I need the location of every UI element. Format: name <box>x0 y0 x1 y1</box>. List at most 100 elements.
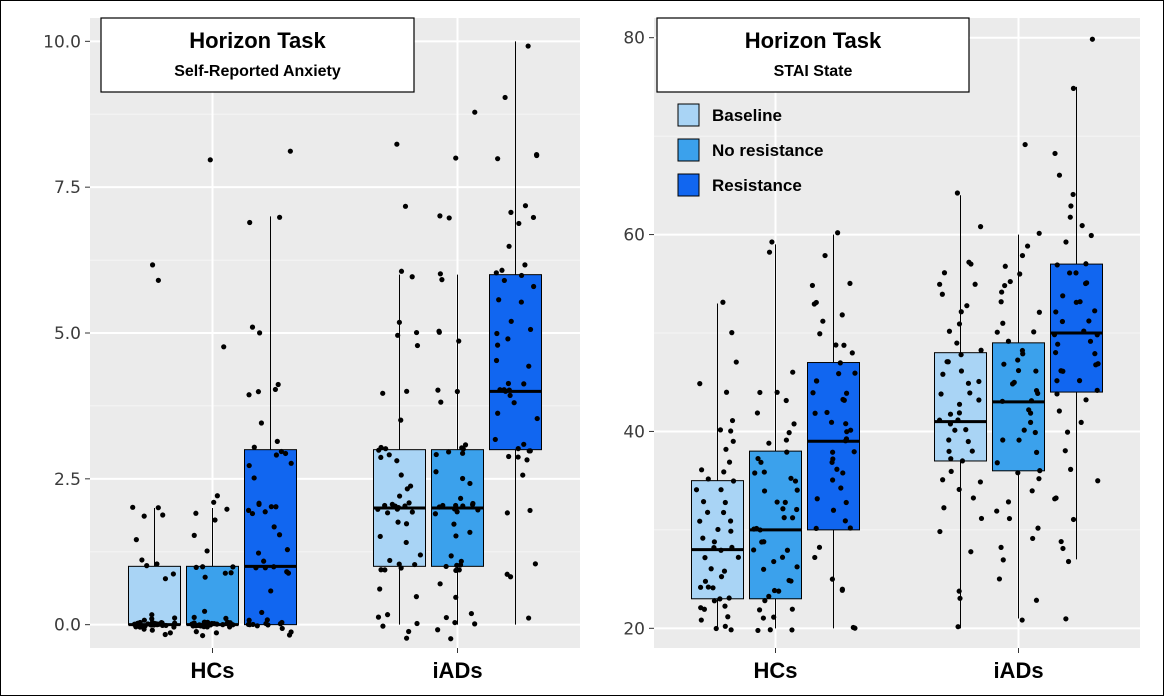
data-point <box>702 578 709 584</box>
data-point <box>1002 282 1008 289</box>
data-point <box>457 495 464 502</box>
data-point <box>154 561 160 567</box>
data-point <box>1062 448 1068 454</box>
data-point <box>1086 318 1092 324</box>
data-point <box>998 299 1004 305</box>
data-point <box>693 487 700 493</box>
data-point <box>520 472 526 478</box>
data-point <box>398 472 404 478</box>
data-point <box>718 574 725 580</box>
data-point <box>456 338 462 344</box>
data-point <box>783 397 789 404</box>
data-point <box>228 570 234 576</box>
box-iqr <box>244 449 297 626</box>
data-point <box>1007 278 1013 285</box>
data-point <box>284 569 290 575</box>
data-point <box>1029 488 1035 494</box>
data-point <box>735 554 741 560</box>
data-point <box>437 271 443 277</box>
box-resistance-iads <box>1050 36 1103 622</box>
data-point <box>526 363 532 369</box>
data-point <box>144 563 150 569</box>
data-point <box>944 359 950 365</box>
data-point <box>847 280 853 287</box>
data-point <box>729 544 735 551</box>
data-point <box>956 486 962 493</box>
data-point <box>939 291 945 297</box>
data-point <box>141 513 147 519</box>
data-point <box>515 454 521 460</box>
data-point <box>959 458 966 464</box>
data-point <box>766 593 772 599</box>
data-point <box>524 457 530 463</box>
data-point <box>278 448 284 455</box>
data-point <box>976 397 982 403</box>
data-point <box>1060 545 1066 552</box>
data-point <box>223 615 229 621</box>
data-point <box>497 387 503 393</box>
data-point <box>708 566 714 572</box>
data-point <box>958 368 965 374</box>
data-point <box>937 528 943 535</box>
data-point <box>394 141 400 147</box>
data-point <box>830 507 837 513</box>
data-point <box>1032 429 1038 436</box>
data-point <box>843 390 850 396</box>
data-point <box>1033 449 1040 455</box>
legend-label: No resistance <box>712 141 824 160</box>
data-point <box>728 428 734 434</box>
data-point <box>149 612 155 618</box>
data-point <box>230 564 236 570</box>
data-point <box>776 588 782 594</box>
data-point <box>264 617 270 623</box>
data-point <box>1000 437 1006 443</box>
data-point <box>842 438 849 444</box>
data-point <box>957 595 963 601</box>
data-point <box>761 539 767 545</box>
data-point <box>502 388 509 394</box>
box-iqr <box>186 565 239 626</box>
x-category-label: iADs <box>432 658 482 683</box>
data-point <box>952 427 958 433</box>
data-point <box>225 619 231 625</box>
data-point <box>155 505 161 511</box>
data-point <box>394 458 400 464</box>
data-point <box>515 446 521 452</box>
data-point <box>789 606 795 612</box>
data-point <box>193 564 199 570</box>
data-point <box>272 386 279 393</box>
data-point <box>271 564 277 570</box>
box-no-resistance-hcs <box>186 157 239 639</box>
data-point <box>438 399 444 405</box>
data-point <box>1070 516 1077 523</box>
data-point <box>1070 85 1077 91</box>
data-point <box>453 594 459 600</box>
data-point <box>409 274 415 280</box>
data-point <box>813 525 819 532</box>
data-point <box>404 388 410 394</box>
data-point <box>710 585 716 591</box>
data-point <box>504 571 510 577</box>
data-point <box>729 330 735 336</box>
data-point <box>1094 387 1100 393</box>
data-point <box>809 282 816 289</box>
data-point <box>752 470 758 476</box>
data-point <box>711 598 718 604</box>
data-point <box>251 475 257 481</box>
data-point <box>377 586 383 592</box>
data-point <box>380 623 386 629</box>
data-point <box>963 427 969 433</box>
data-point <box>255 389 262 395</box>
data-point <box>193 510 199 516</box>
data-point <box>459 475 466 482</box>
data-point <box>1035 525 1041 531</box>
data-point <box>525 43 531 49</box>
data-point <box>956 588 962 594</box>
data-point <box>460 503 466 509</box>
data-point <box>502 94 508 101</box>
data-point <box>1067 214 1073 220</box>
data-point <box>262 565 268 571</box>
data-point <box>437 213 443 219</box>
data-point <box>265 622 271 628</box>
